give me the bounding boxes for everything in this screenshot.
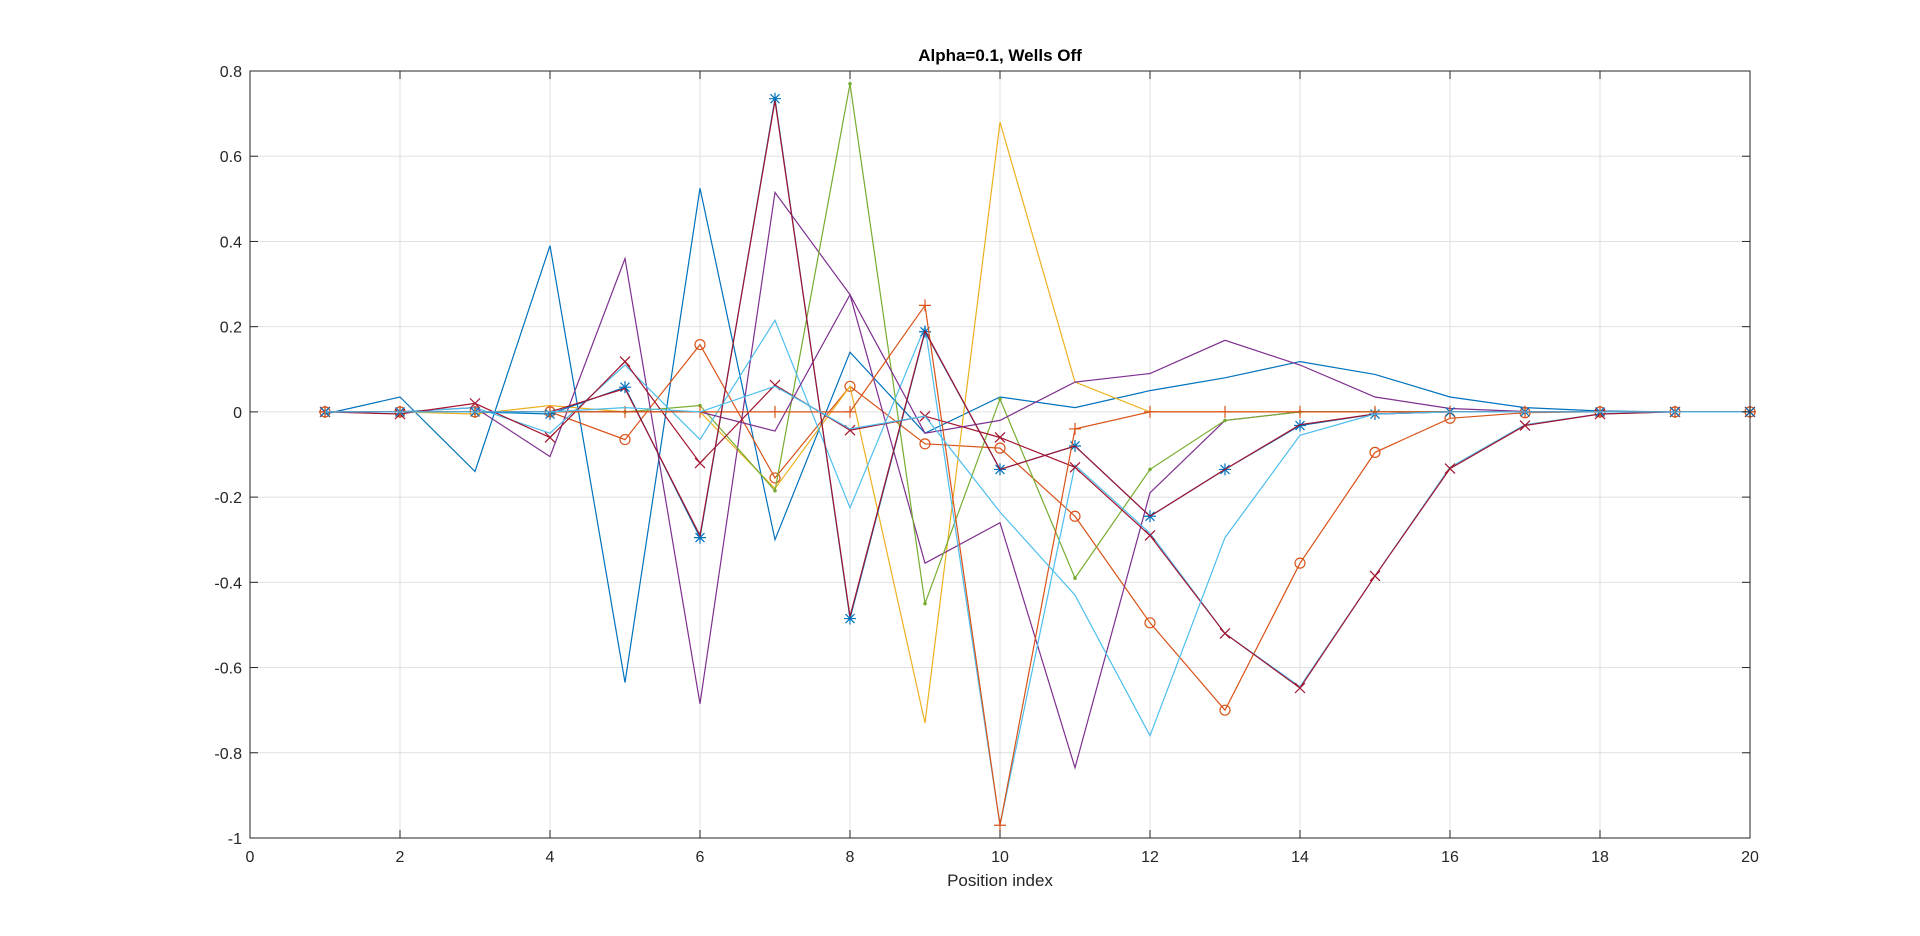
star-marker — [1294, 419, 1306, 432]
dot-marker — [848, 81, 852, 86]
dot-marker — [998, 397, 1002, 401]
data-series — [323, 81, 1752, 606]
star-marker — [769, 92, 781, 105]
circle-marker — [919, 438, 931, 450]
chart-title: Alpha=0.1, Wells Off — [918, 46, 1082, 65]
data-series — [325, 318, 1750, 826]
circle-marker — [1144, 617, 1156, 629]
y-tick-label: -0.2 — [214, 490, 242, 507]
x-tick-label: 8 — [846, 849, 855, 866]
series-layer — [319, 81, 1756, 832]
x-marker — [1444, 463, 1456, 474]
x-marker — [544, 432, 556, 443]
plus-marker — [1144, 405, 1156, 418]
star-marker — [694, 531, 706, 544]
y-tick-label: -1 — [228, 831, 242, 848]
grid — [249, 70, 1751, 839]
series-line — [325, 385, 1750, 738]
star-marker — [844, 612, 856, 625]
series-line — [325, 98, 1750, 619]
plus-marker — [769, 405, 781, 418]
circle-marker — [769, 472, 781, 484]
data-series — [319, 338, 1756, 716]
x-marker — [1369, 570, 1381, 582]
data-series — [325, 100, 1750, 617]
series-line — [324, 360, 1750, 689]
dot-marker — [773, 488, 777, 493]
y-tick-label: 0.2 — [220, 320, 242, 337]
data-series — [319, 356, 1756, 694]
circle-marker — [694, 338, 706, 351]
dot-marker — [1223, 418, 1227, 423]
y-tick-label: 0.6 — [220, 149, 242, 166]
y-tick-label: -0.4 — [214, 575, 242, 592]
ticks — [249, 70, 1751, 839]
star-marker — [619, 381, 631, 394]
y-tick-label: -0.8 — [214, 746, 242, 763]
circle-marker — [1219, 704, 1231, 716]
series-line — [325, 100, 1750, 617]
plus-marker — [1219, 405, 1231, 418]
series-line — [325, 83, 1750, 604]
plus-marker — [844, 405, 856, 418]
x-marker — [1519, 420, 1531, 431]
x-marker — [1294, 682, 1306, 694]
data-series — [319, 299, 1756, 832]
x-tick-label: 16 — [1441, 849, 1459, 866]
plus-marker — [919, 299, 931, 312]
dot-marker — [1148, 467, 1152, 472]
circle-marker — [1369, 446, 1381, 458]
y-tick-label: -0.6 — [214, 661, 242, 678]
series-line — [325, 303, 1750, 826]
circle-marker — [994, 442, 1006, 454]
circle-marker — [844, 380, 856, 392]
dot-marker — [923, 601, 927, 606]
tick-labels: 0 2 4 6 8 10 12 14 16 18 20 -1 -0.8 -0.6 -0.4 -0.2 0 0.2 0… — [214, 64, 1759, 866]
y-tick-label: 0.8 — [220, 64, 242, 81]
plus-marker — [1294, 405, 1306, 418]
x-tick-label: 6 — [696, 849, 705, 866]
plus-marker — [1369, 405, 1381, 418]
x-marker — [619, 356, 631, 368]
x-marker — [469, 397, 481, 409]
x-tick-label: 2 — [396, 849, 405, 866]
plus-marker — [994, 819, 1006, 832]
circle-marker — [1294, 557, 1306, 569]
x-tick-label: 18 — [1591, 849, 1609, 866]
series-line — [325, 318, 1750, 826]
x-tick-label: 10 — [991, 849, 1009, 866]
circle-marker — [1069, 510, 1081, 522]
series-line — [324, 188, 1750, 683]
dot-marker — [1073, 576, 1077, 580]
data-series — [324, 188, 1750, 683]
circle-marker — [619, 433, 631, 446]
x-tick-label: 12 — [1141, 849, 1159, 866]
plus-marker — [1069, 422, 1081, 435]
x-marker — [1144, 530, 1156, 541]
data-series — [325, 385, 1750, 738]
x-marker — [994, 432, 1006, 443]
x-axis-label: Position index — [947, 871, 1053, 890]
x-tick-label: 0 — [246, 849, 255, 866]
dot-marker — [698, 403, 702, 408]
series-line — [325, 343, 1750, 712]
data-series — [319, 92, 1756, 625]
x-tick-label: 4 — [546, 849, 555, 866]
x-marker — [1069, 461, 1081, 473]
y-tick-label: 0.4 — [220, 234, 242, 251]
x-tick-label: 14 — [1291, 849, 1309, 866]
x-tick-label: 20 — [1741, 849, 1759, 866]
x-marker — [694, 457, 706, 469]
x-marker — [1219, 628, 1231, 639]
y-tick-label: 0 — [233, 405, 242, 422]
